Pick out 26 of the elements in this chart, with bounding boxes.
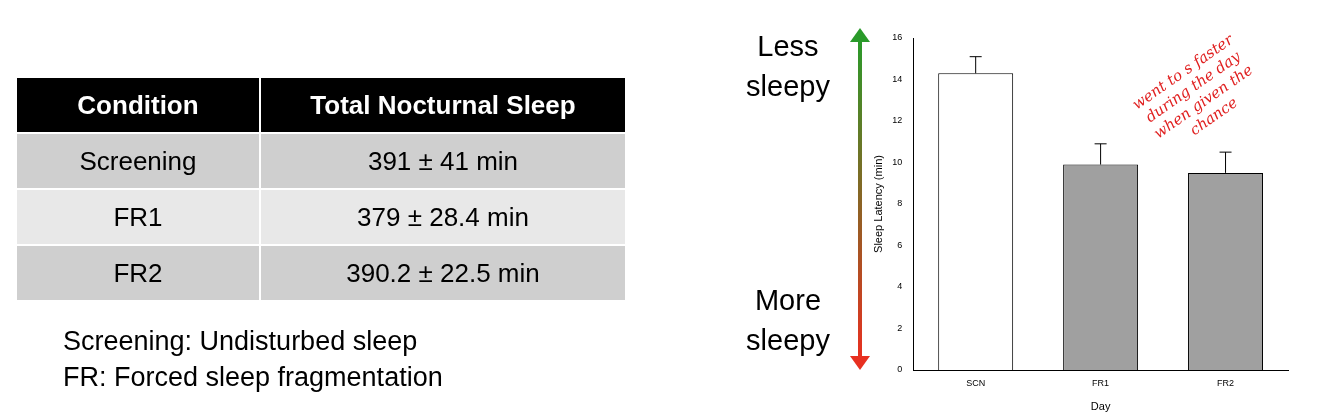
text: FR: Forced sleep fragmentation <box>63 361 443 394</box>
text: Less sleepy <box>745 29 831 104</box>
x-axis-title: Day <box>1090 400 1111 413</box>
text: Total Nocturnal Sleep <box>260 77 626 133</box>
text: More sleepy <box>745 283 831 358</box>
text: 390.2 ± 22.5 min <box>346 257 540 288</box>
x-tick-label: FR1 <box>1092 377 1110 388</box>
y-axis-title: Sleep Latency (min) <box>871 155 884 253</box>
text: Condition <box>16 77 260 133</box>
y-tick-label: 10 <box>892 156 903 167</box>
text: Screening: Undisturbed sleep <box>63 325 419 358</box>
y-tick-label: 6 <box>897 239 903 250</box>
category-label: FR1 <box>16 189 260 245</box>
y-tick-label: 14 <box>892 73 903 84</box>
y-tick-label: 16 <box>892 32 903 43</box>
y-tick-label: 0 <box>897 364 903 375</box>
y-tick-label: 4 <box>897 281 903 292</box>
y-tick-label: 2 <box>897 322 903 333</box>
y-tick-label: 12 <box>892 115 903 126</box>
y-tick-label: 8 <box>897 198 903 209</box>
text: 379 ± 28.4 min <box>357 201 529 232</box>
category-label: Screening <box>16 133 260 189</box>
category-label: FR2 <box>16 245 260 301</box>
x-tick-label: FR2 <box>1217 377 1235 388</box>
text: 391 ± 41 min <box>367 145 519 176</box>
x-tick-label: SCN <box>966 377 986 388</box>
